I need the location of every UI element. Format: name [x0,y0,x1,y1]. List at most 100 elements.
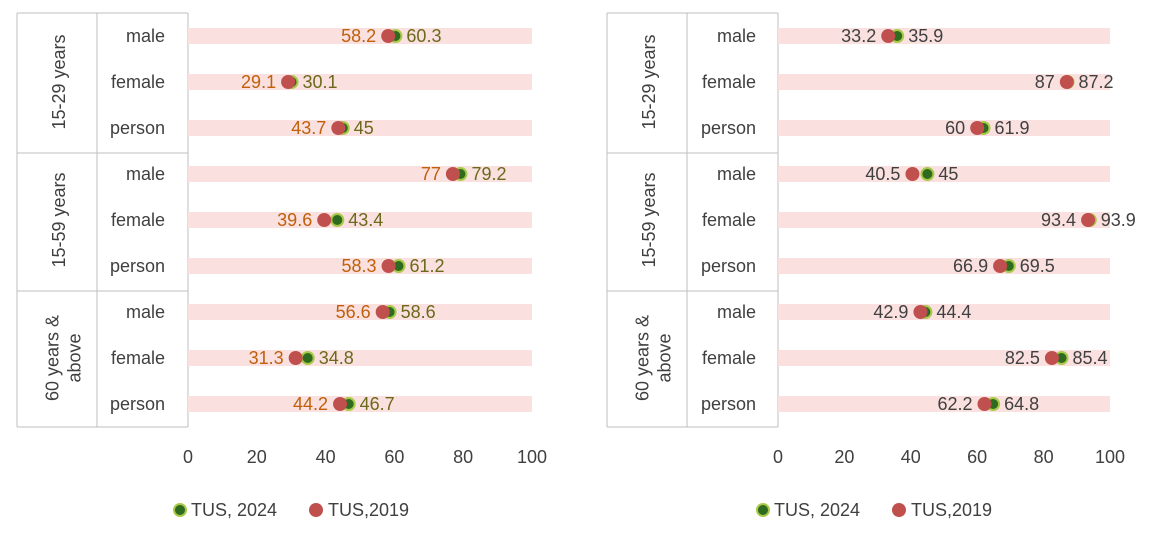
panel1-group-label-line: above [64,333,84,382]
panel2-category-label: person [701,394,756,414]
panel1-row-band [188,304,532,320]
panel1-row-band [188,396,532,412]
panel2-label-tus2024: 93.9 [1101,210,1136,230]
panel2-label-tus2019: 40.5 [865,164,900,184]
panel1-category-label: male [126,302,165,322]
panel2-dot-tus2019 [977,397,992,411]
panel1-label-tus2024: 30.1 [303,72,338,92]
panel1-label-tus2024: 43.4 [348,210,383,230]
panel2-category-label: female [702,210,756,230]
panel1-dot-tus2019 [333,397,348,411]
panel1-dot-tus2019 [317,213,332,227]
panel1-row-band [188,120,532,136]
panel2-group-label-line: 60 years & [633,315,653,401]
panel2-group-label: 15-29 years [639,34,659,129]
panel1-dot-tus2019 [331,121,346,135]
panel2-label-tus2024: 87.2 [1079,72,1114,92]
panel2-row-band [778,396,1110,412]
panel2-row-band [778,120,1110,136]
panel1-label-tus2019: 56.6 [336,302,371,322]
panel1-x-tick-label: 60 [384,447,404,467]
panel2-label-tus2019: 87 [1035,72,1055,92]
panel1-category-label: female [111,210,165,230]
panel2-category-label: male [717,164,756,184]
panel1-legend-marker-tus2019 [309,503,323,517]
panel1-dot-tus2019 [288,351,303,365]
panel2-group-label: 60 years &above [633,315,675,401]
panel1-category-label: person [110,394,165,414]
panel1-row-band [188,258,532,274]
panel2-legend-label-tus2024: TUS, 2024 [774,500,860,520]
panel2-label-tus2019: 62.2 [937,394,972,414]
panel1-category-label: female [111,348,165,368]
panel2-category-label: male [717,26,756,46]
panel2-label-tus2024: 35.9 [908,26,943,46]
panel2-x-tick-label: 100 [1095,447,1125,467]
panel2-dot-tus2019 [1044,351,1059,365]
panel1-legend-label-tus2019: TUS,2019 [328,500,409,520]
panel1-x-tick-label: 100 [517,447,547,467]
panel2-legend-marker-tus2019 [892,503,906,517]
panel1-dot-tus2019 [381,29,396,43]
panel2-category-label: male [717,302,756,322]
panel1-label-tus2024: 60.3 [406,26,441,46]
panel1-dot-tus2019 [445,167,460,181]
panel1-label-tus2019: 39.6 [277,210,312,230]
panel1-label-tus2024: 45 [354,118,374,138]
panel1-dot-tus2024 [300,351,315,365]
panel2-label-tus2019: 33.2 [841,26,876,46]
panel2-row-band [778,28,1110,44]
panel2-x-tick-label: 40 [901,447,921,467]
panel1-row-band [188,350,532,366]
panel2-row-band [778,350,1110,366]
panel2-label-tus2024: 64.8 [1004,394,1039,414]
panel2-x-tick-label: 80 [1034,447,1054,467]
panel2-dot-tus2019 [970,121,985,135]
panel2-label-tus2019: 93.4 [1041,210,1076,230]
panel1-category-label: male [126,26,165,46]
panel2-category-label: person [701,118,756,138]
panel1-category-label: person [110,118,165,138]
panel1-legend-marker-tus2024 [173,503,187,517]
panel1-x-tick-label: 0 [183,447,193,467]
panel1-dot-tus2024 [330,213,345,227]
panel2-group-label-line: above [654,333,674,382]
panel1-label-tus2019: 44.2 [293,394,328,414]
panel2-label-tus2019: 60 [945,118,965,138]
panel2-label-tus2024: 45 [938,164,958,184]
panel1-group-label: 15-29 years [49,34,69,129]
panel2-x-tick-label: 0 [773,447,783,467]
panel2-label-tus2019: 42.9 [873,302,908,322]
panel1-x-tick-label: 80 [453,447,473,467]
panel2-category-label: person [701,256,756,276]
panel1-x-tick-label: 20 [247,447,267,467]
panel2-dot-tus2019 [905,167,920,181]
panel2-row-band [778,74,1110,90]
panel1-group-label: 15-59 years [49,172,69,267]
panel2-dot-tus2019 [993,259,1008,273]
panel2-row-band [778,304,1110,320]
panel2-x-tick-label: 60 [967,447,987,467]
panel2-dot-tus2019 [881,29,896,43]
panel2-label-tus2024: 61.9 [995,118,1030,138]
panel1-label-tus2019: 58.2 [341,26,376,46]
panel2-label-tus2024: 85.4 [1073,348,1108,368]
panel2-row-band [778,258,1110,274]
panel2-dot-tus2024 [920,167,935,181]
panel2-label-tus2024: 44.4 [936,302,971,322]
panel1-label-tus2019: 58.3 [342,256,377,276]
panel1-label-tus2019: 29.1 [241,72,276,92]
panel1-legend-label-tus2024: TUS, 2024 [191,500,277,520]
panel1-group-label: 60 years &above [43,315,85,401]
panel1-dot-tus2019 [281,75,296,89]
panel2-row-band [778,166,1110,182]
panel1-label-tus2024: 34.8 [319,348,354,368]
panel1-label-tus2019: 77 [421,164,441,184]
panel1-x-tick-label: 40 [316,447,336,467]
panel1-category-label: female [111,72,165,92]
panel1-row-band [188,166,532,182]
panel2-dot-tus2019 [1081,213,1096,227]
panel1-dot-tus2019 [375,305,390,319]
panel2-label-tus2019: 66.9 [953,256,988,276]
